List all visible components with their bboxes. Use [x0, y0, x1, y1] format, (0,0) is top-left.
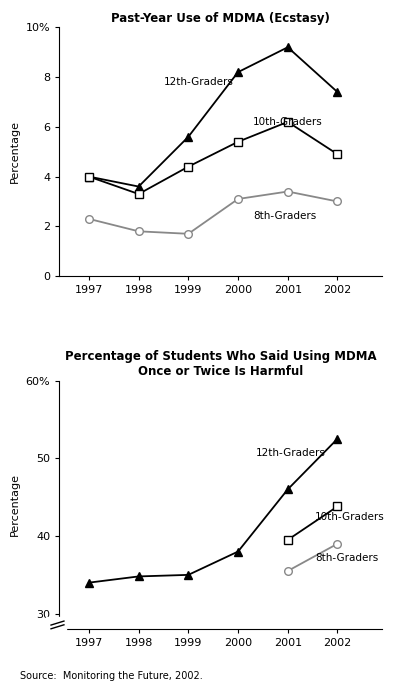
Text: 10th-Graders: 10th-Graders	[253, 117, 323, 127]
Text: 12th-Graders: 12th-Graders	[255, 448, 325, 458]
Title: Past-Year Use of MDMA (Ecstasy): Past-Year Use of MDMA (Ecstasy)	[111, 12, 330, 25]
Text: 8th-Graders: 8th-Graders	[253, 211, 316, 222]
Text: 12th-Graders: 12th-Graders	[164, 77, 233, 87]
Title: Percentage of Students Who Said Using MDMA
Once or Twice Is Harmful: Percentage of Students Who Said Using MD…	[65, 350, 376, 378]
Text: Source:  Monitoring the Future, 2002.: Source: Monitoring the Future, 2002.	[20, 670, 203, 681]
Y-axis label: Percentage: Percentage	[10, 120, 20, 183]
Bar	[46, 617, 65, 634]
Text: 10th-Graders: 10th-Graders	[315, 512, 385, 522]
Text: 8th-Graders: 8th-Graders	[315, 553, 378, 563]
Y-axis label: Percentage: Percentage	[10, 473, 20, 536]
